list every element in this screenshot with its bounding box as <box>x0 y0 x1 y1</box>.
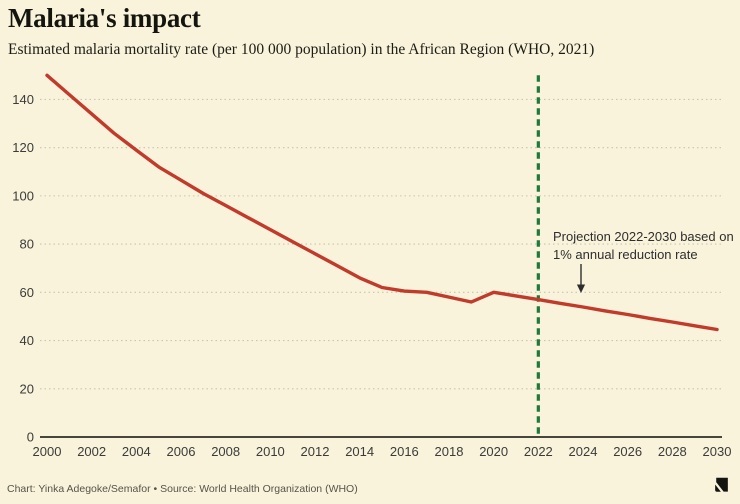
x-tick-label: 2026 <box>613 444 642 459</box>
semafor-logo-icon <box>715 477 728 492</box>
y-tick-label: 20 <box>20 381 34 396</box>
y-tick-label: 0 <box>27 430 34 445</box>
x-tick-label: 2028 <box>658 444 687 459</box>
x-tick-label: 2002 <box>77 444 106 459</box>
x-tick-label: 2006 <box>167 444 196 459</box>
x-tick-label: 2014 <box>345 444 374 459</box>
x-tick-label: 2004 <box>122 444 151 459</box>
projection-annotation-line2: 1% annual reduction rate <box>553 246 698 262</box>
projection-annotation-line1: Projection 2022-2030 based on <box>553 229 734 244</box>
x-tick-label: 2012 <box>301 444 330 459</box>
mortality-rate-line <box>45 73 719 332</box>
credit-line: Chart: Yinka Adegoke/Semafor • Source: W… <box>7 483 358 495</box>
chart-subtitle: Estimated malaria mortality rate (per 10… <box>8 41 595 58</box>
y-tick-label: 60 <box>20 285 34 300</box>
projection-annotation: Projection 2022-2030 based on 1% annual … <box>553 228 739 263</box>
x-tick-label: 2024 <box>569 444 598 459</box>
y-tick-label: 80 <box>20 237 34 252</box>
chart-title: Malaria's impact <box>8 3 201 33</box>
y-tick-label: 140 <box>12 92 34 107</box>
x-tick-label: 2020 <box>479 444 508 459</box>
x-tick-label: 2000 <box>33 444 62 459</box>
x-tick-label: 2030 <box>703 444 732 459</box>
x-tick-label: 2010 <box>256 444 285 459</box>
y-tick-label: 40 <box>20 333 34 348</box>
y-tick-label: 120 <box>12 140 34 155</box>
x-tick-label: 2022 <box>524 444 553 459</box>
annotation-arrow-head-icon <box>576 284 586 293</box>
x-tick-label: 2018 <box>435 444 464 459</box>
x-tick-label: 2008 <box>211 444 240 459</box>
x-tick-label: 2016 <box>390 444 419 459</box>
y-tick-label: 100 <box>12 188 34 203</box>
